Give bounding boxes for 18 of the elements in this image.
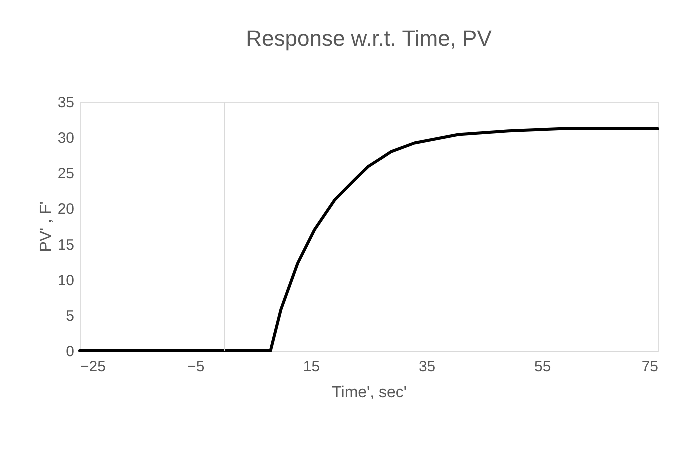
x-tick-label: 75	[642, 358, 658, 376]
line-series	[78, 128, 660, 352]
x-tick-label: 55	[534, 358, 552, 376]
x-tick-label: 35	[418, 358, 436, 376]
y-tick-label: 30	[58, 130, 74, 148]
y-tick-label: 20	[58, 201, 74, 218]
y-tick-label: 5	[66, 308, 74, 325]
x-tick-label: 15	[303, 358, 320, 376]
y-tick-label: 0	[66, 344, 74, 360]
chart-title: Response w.r.t. Time, PV	[246, 26, 492, 51]
y-tick-label: 35	[58, 94, 74, 112]
x-tick-label: −25	[80, 358, 106, 376]
y-tick-label: 15	[58, 236, 74, 254]
y-tick-label: 25	[58, 166, 74, 183]
y-axis-title: PV' , F'	[38, 202, 55, 252]
x-axis-title: Time', sec'	[332, 384, 407, 402]
y-tick-label: 10	[58, 272, 74, 290]
x-tick-label: −5	[188, 358, 205, 376]
